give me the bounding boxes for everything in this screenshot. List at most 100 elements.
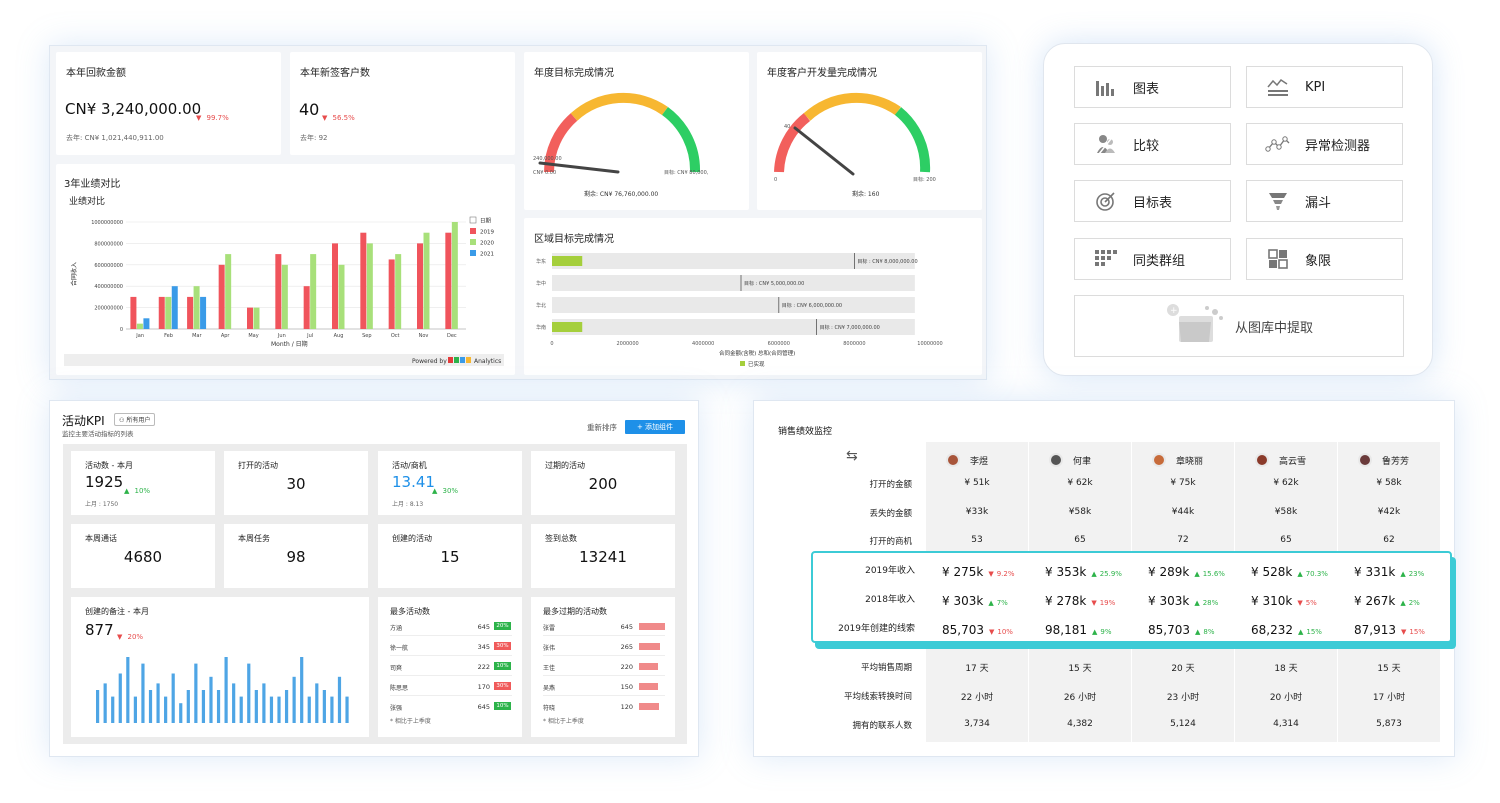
tool-target-button[interactable]: 目标表 [1074,180,1231,222]
kpi-card-open-activities[interactable]: 打开的活动 30 [224,451,368,515]
notes-bar[interactable] [103,683,107,723]
bar-2019[interactable] [303,286,310,329]
legend-swatch-2021[interactable] [470,250,476,256]
notes-bar[interactable] [284,690,289,723]
region-bar[interactable] [552,256,583,266]
notes-bar[interactable] [171,673,175,724]
customers-card[interactable]: 本年新签客户数 40 ▼ 56.5% 去年: 92 [290,52,515,155]
bar-2020[interactable] [193,286,200,329]
legend-all-checkbox[interactable] [469,216,477,224]
bar-2020[interactable] [451,222,458,329]
kpi-card-overdue[interactable]: 过期的活动 200 [531,451,675,515]
sales-refresh-icon[interactable]: ⇆ [846,448,858,464]
gallery-button[interactable]: + 从图库中提取 [1074,295,1404,357]
notes-bar[interactable] [345,696,349,723]
bar-2019[interactable] [247,307,253,329]
avatar[interactable] [1049,453,1063,467]
kpi-card-created[interactable]: 创建的活动 15 [378,524,522,588]
tool-quadrant-button[interactable]: 象限 [1246,238,1403,280]
kpi-card-calls[interactable]: 本周通话 4680 [71,524,215,588]
notes-bar[interactable] [96,690,100,723]
bar-2019[interactable] [275,254,282,329]
bar-2021[interactable] [143,318,150,329]
gauge-card-customer-target[interactable]: 年度客户开发量完成情况 40 0 目标: 200 剩余: 160 [757,52,982,210]
overdue-activities-card[interactable]: 最多过期的活动数 张雷 645 张伟 265 王佳 220 吴燕 150 符晓 120 * 相比于… [531,597,675,737]
kpi-badge[interactable]: ⚇ 所有用户 [114,413,156,426]
legend-swatch-2020[interactable] [470,239,476,245]
bar-2020[interactable] [136,323,143,329]
notes-bar[interactable] [292,676,296,723]
tool-kpi-button[interactable]: KPI [1246,66,1403,108]
bar-2019[interactable] [417,243,423,329]
bar-2020[interactable] [395,254,402,329]
avatar[interactable] [946,453,960,467]
bar-2019[interactable] [130,296,137,329]
region-target-card[interactable]: 区域目标完成情况 华东 目标 : CN¥ 8,000,000.00 华中 目标 : C… [524,218,982,375]
bar-2019[interactable] [360,232,367,329]
notes-bar[interactable] [133,696,137,723]
bar-2021[interactable] [200,296,207,329]
notes-bar[interactable] [337,676,342,723]
region-bar[interactable] [552,322,583,332]
notes-card[interactable]: 创建的备注 - 本月 877 ▼ 20% [71,597,369,737]
notes-bar[interactable] [216,690,221,723]
bar-2019[interactable] [218,264,225,329]
kpi-card-tasks[interactable]: 本周任务 98 [224,524,368,588]
avatar[interactable] [1255,453,1269,467]
reorder-link[interactable]: 重新排序 [587,423,617,432]
notes-bar[interactable] [300,657,304,723]
bar-2020[interactable] [165,296,172,329]
notes-bar[interactable] [269,696,274,723]
notes-bar[interactable] [148,690,153,723]
tool-chart-button[interactable]: 图表 [1074,66,1231,108]
yearly-comparison-card[interactable]: 3年业绩对比 业绩对比 合同收入 Month / 日期 0 200000000 40… [56,164,515,375]
notes-bar[interactable] [307,696,311,723]
notes-bar[interactable] [118,673,122,724]
legend-swatch-2019[interactable] [470,228,476,234]
bar-2019[interactable] [445,232,452,329]
notes-bar[interactable] [194,663,198,723]
notes-bar[interactable] [315,683,319,723]
notes-bar[interactable] [126,657,130,723]
tool-anomaly-button[interactable]: 异常检测器 [1246,123,1403,165]
avatar[interactable] [1358,453,1372,467]
notes-bar[interactable] [141,663,145,723]
notes-bar[interactable] [156,683,160,723]
notes-bar[interactable] [254,690,258,723]
bar-2021[interactable] [171,286,178,329]
bar-2019[interactable] [388,259,395,329]
notes-bar[interactable] [224,657,228,723]
gauge-card-revenue-target[interactable]: 年度目标完成情况 240,000.00 CN¥ 0.00 目标: CN¥ 80,… [524,52,749,210]
notes-bar[interactable] [186,690,190,723]
notes-bar[interactable] [201,690,206,723]
bar-2020[interactable] [310,254,317,329]
bar-2020[interactable] [366,243,373,329]
notes-bar[interactable] [111,696,115,723]
add-widget-button[interactable]: + 添加组件 [625,420,685,434]
bar-2020[interactable] [338,264,345,329]
kpi-card-activity-per-deal[interactable]: 活动/商机 13.41 ▲ 30% 上月 : 8.13 [378,451,522,515]
tool-compare-button[interactable]: 比较 [1074,123,1231,165]
notes-bar[interactable] [277,696,281,723]
notes-bar[interactable] [330,696,334,723]
notes-bar[interactable] [232,683,236,723]
bar-2019[interactable] [332,243,338,329]
revenue-card[interactable]: 本年回款金额 CN¥ 3,240,000.00 ▼ 99.7% 去年: CN¥ … [56,52,281,155]
tool-funnel-button[interactable]: 漏斗 [1246,180,1403,222]
notes-bar[interactable] [179,703,183,723]
bar-2020[interactable] [225,254,232,329]
notes-bar[interactable] [262,683,266,723]
bar-2020[interactable] [423,232,430,329]
kpi-card-checkins[interactable]: 签到总数 13241 [531,524,675,588]
notes-bar[interactable] [164,696,168,723]
bar-2020[interactable] [281,264,288,329]
avatar[interactable] [1152,453,1166,467]
notes-bar[interactable] [209,676,213,723]
top-activities-card[interactable]: 最多活动数 方涵 645 20% 徐一航 345 30% 司爽 222 10% 陈思思 170 30%… [378,597,522,737]
kpi-card-activities[interactable]: 活动数 - 本月 1925 ▲ 10% 上月 : 1750 [71,451,215,515]
notes-bar[interactable] [322,690,326,723]
notes-bar[interactable] [239,696,243,723]
notes-bar[interactable] [247,663,251,723]
bar-2019[interactable] [187,296,194,329]
bar-2020[interactable] [253,307,260,329]
